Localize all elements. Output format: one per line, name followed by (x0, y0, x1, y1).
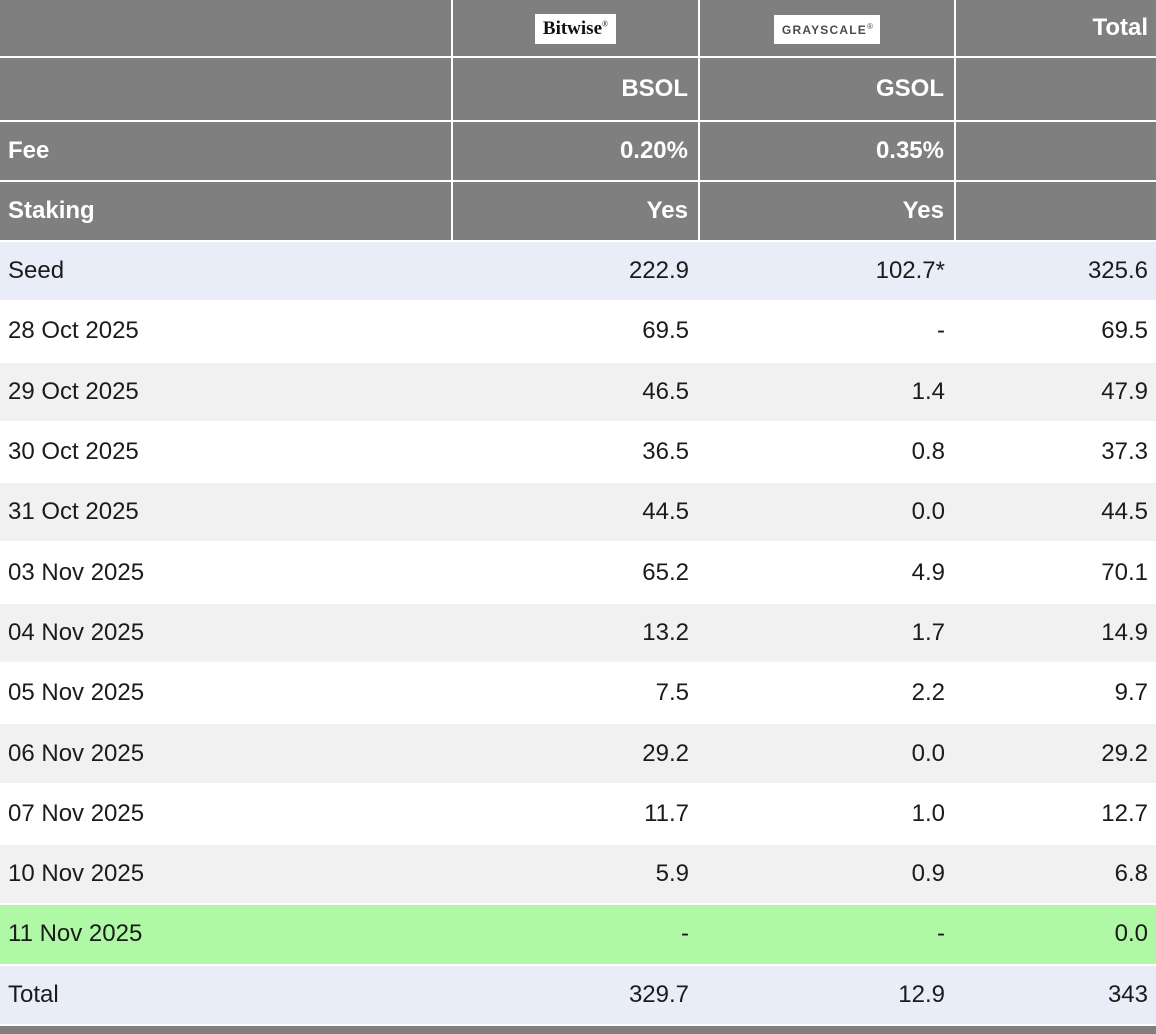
gsol-value: 1.7 (699, 601, 955, 665)
row-label: 10 Nov 2025 (0, 842, 452, 906)
bitwise-logo-cell: Bitwise® (451, 0, 700, 58)
row-label: 30 Oct 2025 (0, 420, 452, 484)
total-value: 9.7 (955, 662, 1156, 725)
row-label: 07 Nov 2025 (0, 782, 452, 845)
total-value: 44.5 (955, 481, 1156, 544)
total-value: 14.9 (955, 601, 1156, 665)
bsol-value: 329.7 (452, 963, 699, 1026)
row-label: 06 Nov 2025 (0, 722, 452, 785)
row-label: 05 Nov 2025 (0, 662, 452, 725)
gsol-value: - (699, 903, 955, 966)
staking-total-empty-cell (954, 180, 1156, 242)
table-row: 07 Nov 2025 11.7 1.0 12.7 (0, 782, 1156, 845)
fee-gsol: 0.35% (698, 120, 956, 182)
ticker-gsol: GSOL (698, 56, 956, 122)
row-label: 29 Oct 2025 (0, 360, 452, 423)
total-value: 47.9 (955, 360, 1156, 423)
flow-rows: Seed 222.9 102.7* 325.6 28 Oct 2025 69.5-69.5… (0, 239, 1156, 1026)
row-label: Total (0, 963, 452, 1026)
bitwise-logo-text: Bitwise (542, 17, 603, 39)
staking-label: Staking (0, 180, 453, 242)
table-row: Seed 222.9 102.7* 325.6 (0, 239, 1156, 303)
ticker-bsol: BSOL (451, 56, 700, 122)
fee-label: Fee (0, 120, 453, 182)
table-row: 11 Nov 2025- -0.0 (0, 903, 1156, 966)
grayscale-logo: GRAYSCALE® (773, 14, 881, 44)
row-label: 04 Nov 2025 (0, 601, 452, 665)
row-label: Seed (0, 239, 452, 303)
bsol-value: - (452, 903, 699, 966)
ticker-total-empty-cell (954, 56, 1156, 122)
table-header: Bitwise® GRAYSCALE® Total BSOL GSOL Fee … (0, 0, 1156, 242)
staking-gsol: Yes (698, 180, 956, 242)
gsol-value: 102.7* (699, 239, 955, 303)
gsol-value: 0.0 (699, 722, 955, 785)
bsol-value: 46.5 (452, 360, 699, 423)
gsol-value: 1.4 (699, 360, 955, 423)
total-value: 70.1 (955, 541, 1156, 604)
bsol-value: 13.2 (452, 601, 699, 665)
bsol-value: 7.5 (452, 662, 699, 725)
fee-total-empty-cell (954, 120, 1156, 182)
bsol-value: 44.5 (452, 481, 699, 544)
table-row: 28 Oct 2025 69.5-69.5 (0, 300, 1156, 363)
bsol-value: 65.2 (452, 541, 699, 604)
bitwise-logo: Bitwise® (534, 13, 617, 44)
grayscale-trademark: ® (866, 21, 875, 31)
total-value: 29.2 (955, 722, 1156, 785)
bsol-value: 5.9 (452, 842, 699, 906)
table-row: 05 Nov 2025 7.5 2.2 9.7 (0, 662, 1156, 725)
gsol-value: 4.9 (699, 541, 955, 604)
table-row: 10 Nov 2025 5.9 0.9 6.8 (0, 842, 1156, 906)
bsol-value: 222.9 (452, 239, 699, 303)
gsol-value: - (699, 300, 955, 363)
total-value: 69.5 (955, 300, 1156, 363)
bsol-value: 11.7 (452, 782, 699, 845)
table-row: 04 Nov 2025 13.2 1.7 14.9 (0, 601, 1156, 665)
table-row: 06 Nov 2025 29.2 0.0 29.2 (0, 722, 1156, 785)
staking-row: Staking Yes Yes (0, 180, 1156, 242)
row-label: 03 Nov 2025 (0, 541, 452, 604)
table-row: 03 Nov 2025 65.2 4.9 70.1 (0, 541, 1156, 604)
bsol-value: 69.5 (452, 300, 699, 363)
corner-empty-cell (0, 0, 453, 58)
next-section-strip (0, 1025, 1156, 1034)
bsol-value: 29.2 (452, 722, 699, 785)
fee-row: Fee 0.20% 0.35% (0, 120, 1156, 182)
total-value: 0.0 (955, 903, 1156, 966)
grayscale-logo-cell: GRAYSCALE® (698, 0, 956, 58)
gsol-value: 0.8 (699, 420, 955, 484)
issuer-logo-row: Bitwise® GRAYSCALE® Total (0, 0, 1156, 58)
grayscale-logo-text: GRAYSCALE (781, 22, 867, 37)
ticker-row-empty-cell (0, 56, 453, 122)
staking-bsol: Yes (451, 180, 700, 242)
ticker-row: BSOL GSOL (0, 56, 1156, 122)
total-value: 6.8 (955, 842, 1156, 906)
row-label: 11 Nov 2025 (0, 903, 452, 966)
fee-bsol: 0.20% (451, 120, 700, 182)
table-row: 30 Oct 2025 36.5 0.8 37.3 (0, 420, 1156, 484)
bitwise-trademark: ® (602, 19, 609, 29)
total-value: 12.7 (955, 782, 1156, 845)
total-column-header: Total (954, 0, 1156, 58)
total-value: 325.6 (955, 239, 1156, 303)
total-value: 37.3 (955, 420, 1156, 484)
row-label: 28 Oct 2025 (0, 300, 452, 363)
gsol-value: 0.0 (699, 481, 955, 544)
table-row: Total 329.7 12.9 343 (0, 963, 1156, 1026)
gsol-value: 12.9 (699, 963, 955, 1026)
total-value: 343 (955, 963, 1156, 1026)
table-row: 29 Oct 2025 46.5 1.4 47.9 (0, 360, 1156, 423)
table-row: 31 Oct 2025 44.5 0.0 44.5 (0, 481, 1156, 544)
gsol-value: 1.0 (699, 782, 955, 845)
row-label: 31 Oct 2025 (0, 481, 452, 544)
bsol-value: 36.5 (452, 420, 699, 484)
gsol-value: 0.9 (699, 842, 955, 906)
gsol-value: 2.2 (699, 662, 955, 725)
